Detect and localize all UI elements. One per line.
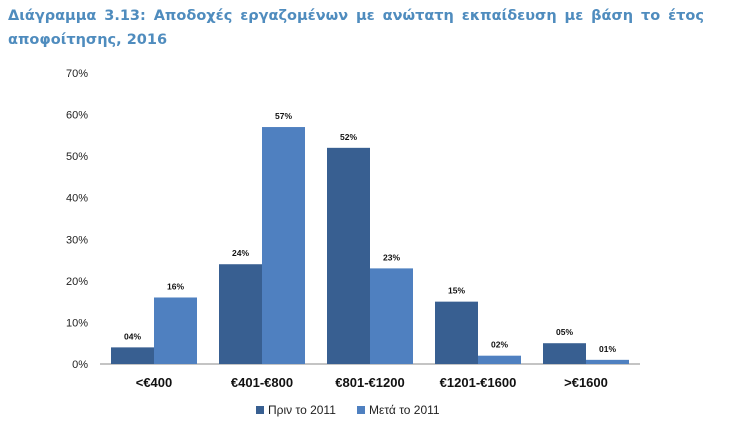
legend-swatch	[256, 406, 264, 414]
chart-title: Διάγραμμα 3.13: Αποδοχές εργαζομένων με …	[8, 8, 704, 48]
legend-label: Μετά το 2011	[369, 403, 440, 417]
legend: Πριν το 2011 Μετά το 2011	[256, 403, 440, 417]
y-tick-label: 20%	[66, 276, 88, 288]
y-tick-label: 0%	[72, 359, 88, 371]
x-category-label: >€1600	[564, 375, 608, 390]
bar-after-2011	[154, 297, 197, 364]
bar-before-2011	[543, 343, 586, 364]
legend-label: Πριν το 2011	[268, 403, 336, 417]
y-tick-label: 60%	[66, 110, 88, 122]
bar-after-2011	[478, 355, 521, 364]
x-category-label: €1201-€1600	[440, 375, 517, 390]
y-tick-label: 70%	[66, 68, 88, 80]
x-category-label: €401-€800	[231, 375, 293, 390]
bar-before-2011	[111, 347, 154, 364]
data-label: 01%	[599, 344, 616, 354]
data-label: 57%	[275, 111, 292, 121]
data-label: 23%	[383, 252, 400, 262]
data-label: 15%	[448, 286, 465, 296]
y-axis-tick-labels: 0% 10% 20% 30% 40% 50% 60% 70%	[66, 68, 88, 371]
bar-after-2011	[370, 268, 413, 364]
data-labels: 04% 16% 24% 57% 52% 23% 15% 02% 05% 01%	[124, 111, 616, 354]
y-tick-label: 30%	[66, 234, 88, 246]
bar-before-2011	[327, 147, 370, 364]
data-label: 05%	[556, 327, 573, 337]
bar-before-2011	[219, 264, 262, 364]
legend-swatch	[357, 406, 365, 414]
y-tick-label: 50%	[66, 151, 88, 163]
data-label: 24%	[232, 248, 249, 258]
category-labels: <€400 €401-€800 €801-€1200 €1201-€1600 >€160…	[136, 375, 608, 390]
bars	[111, 127, 629, 365]
data-label: 02%	[491, 340, 508, 350]
data-label: 16%	[167, 281, 184, 291]
data-label: 04%	[124, 331, 141, 341]
data-label: 52%	[340, 132, 357, 142]
y-tick-label: 10%	[66, 317, 88, 329]
bar-after-2011	[262, 127, 305, 365]
x-category-label: <€400	[136, 375, 173, 390]
y-tick-label: 40%	[66, 193, 88, 205]
bar-after-2011	[586, 359, 629, 364]
bar-before-2011	[435, 301, 478, 364]
x-category-label: €801-€1200	[335, 375, 404, 390]
